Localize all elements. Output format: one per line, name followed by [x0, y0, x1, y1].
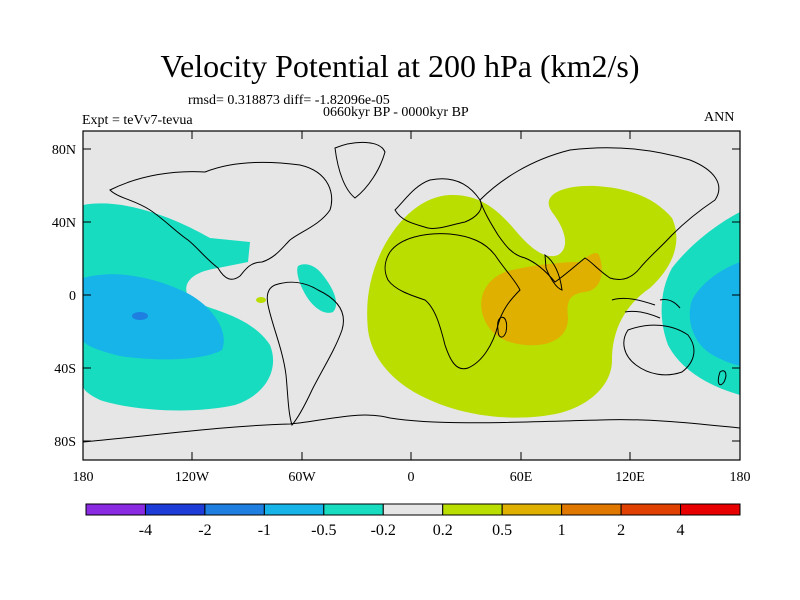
- coastline-europe: [394, 178, 482, 229]
- coastline-africa: [384, 233, 521, 370]
- colorbar-label: -1: [258, 522, 271, 539]
- coastlines: [83, 142, 740, 443]
- lon-label-0: 0: [408, 470, 415, 485]
- longitude-axis: [82, 131, 741, 460]
- coastline-madagascar: [497, 316, 508, 338]
- colorbar-label: -4: [139, 522, 152, 539]
- coastline-antarctica: [83, 414, 740, 443]
- coastline-india: [544, 253, 563, 291]
- coastline-south-america: [266, 281, 344, 427]
- colorbar: -4 -2 -1 -0.5 -0.2 0.2 0.5 1 2 4: [85, 503, 741, 539]
- lat-label-0: 0: [69, 289, 76, 304]
- lon-label-180e: 180: [730, 470, 751, 485]
- period-label: 0660kyr BP - 0000kyr BP: [323, 105, 469, 120]
- latitude-labels: 80N 40N 0 40S 80S: [52, 143, 76, 450]
- colorbar-label: 2: [617, 522, 625, 539]
- colorbar-swatch: [501, 503, 563, 516]
- colorbar-swatch: [442, 503, 503, 516]
- colorbar-swatch: [561, 503, 622, 516]
- positive-anomaly-spot: [256, 297, 266, 303]
- lat-label-80n: 80N: [52, 143, 76, 158]
- colorbar-label: -0.2: [371, 522, 396, 539]
- colorbar-label: 0.2: [433, 522, 453, 539]
- colorbar-swatch: [323, 503, 384, 516]
- latitude-axis: [83, 148, 740, 442]
- lat-label-40n: 40N: [52, 216, 76, 231]
- anomaly-fields: [83, 185, 740, 418]
- coastline-greenland: [334, 142, 386, 199]
- map-title: Velocity Potential at 200 hPa (km2/s): [160, 48, 640, 84]
- lon-label-60e: 60E: [510, 470, 533, 485]
- colorbar-label: 0.5: [492, 522, 512, 539]
- lat-label-80s: 80S: [54, 435, 76, 450]
- colorbar-swatch: [680, 503, 741, 516]
- colorbar-swatch: [85, 503, 146, 516]
- experiment-label: Expt = teVv7-tevua: [82, 113, 193, 128]
- colorbar-swatch: [620, 503, 682, 516]
- colorbar-label: -0.5: [311, 522, 336, 539]
- colorbar-swatch: [382, 503, 444, 516]
- coastline-indonesia: [611, 297, 681, 319]
- negative-anomaly-spot: [132, 312, 148, 320]
- coastline-new-zealand: [717, 370, 727, 386]
- stats-label: rmsd= 0.318873 diff= -1.82096e-05: [188, 93, 390, 108]
- lon-label-180w: 180: [73, 470, 94, 485]
- lat-label-40s: 40S: [54, 362, 76, 377]
- coastline-asia: [479, 147, 720, 283]
- lon-label-60w: 60W: [288, 470, 316, 485]
- coastline-australia: [623, 324, 695, 376]
- coastline-north-america: [109, 161, 333, 280]
- colorbar-swatch: [263, 503, 325, 516]
- negative-anomaly-core-west-pacific: [689, 262, 740, 366]
- negative-anomaly-core-pacific: [83, 274, 224, 360]
- colorbar-label: 4: [677, 522, 685, 539]
- colorbar-swatch: [204, 503, 265, 516]
- lon-label-120w: 120W: [175, 470, 210, 485]
- colorbar-label: -2: [198, 522, 211, 539]
- negative-anomaly-region-caribbean: [297, 264, 337, 313]
- colorbar-swatch: [144, 503, 206, 516]
- positive-anomaly-core: [481, 253, 602, 346]
- colorbar-label: 1: [558, 522, 566, 539]
- lon-label-120e: 120E: [615, 470, 645, 485]
- longitude-labels: 180 120W 60W 0 60E 120E 180: [73, 470, 751, 485]
- season-label: ANN: [704, 110, 735, 125]
